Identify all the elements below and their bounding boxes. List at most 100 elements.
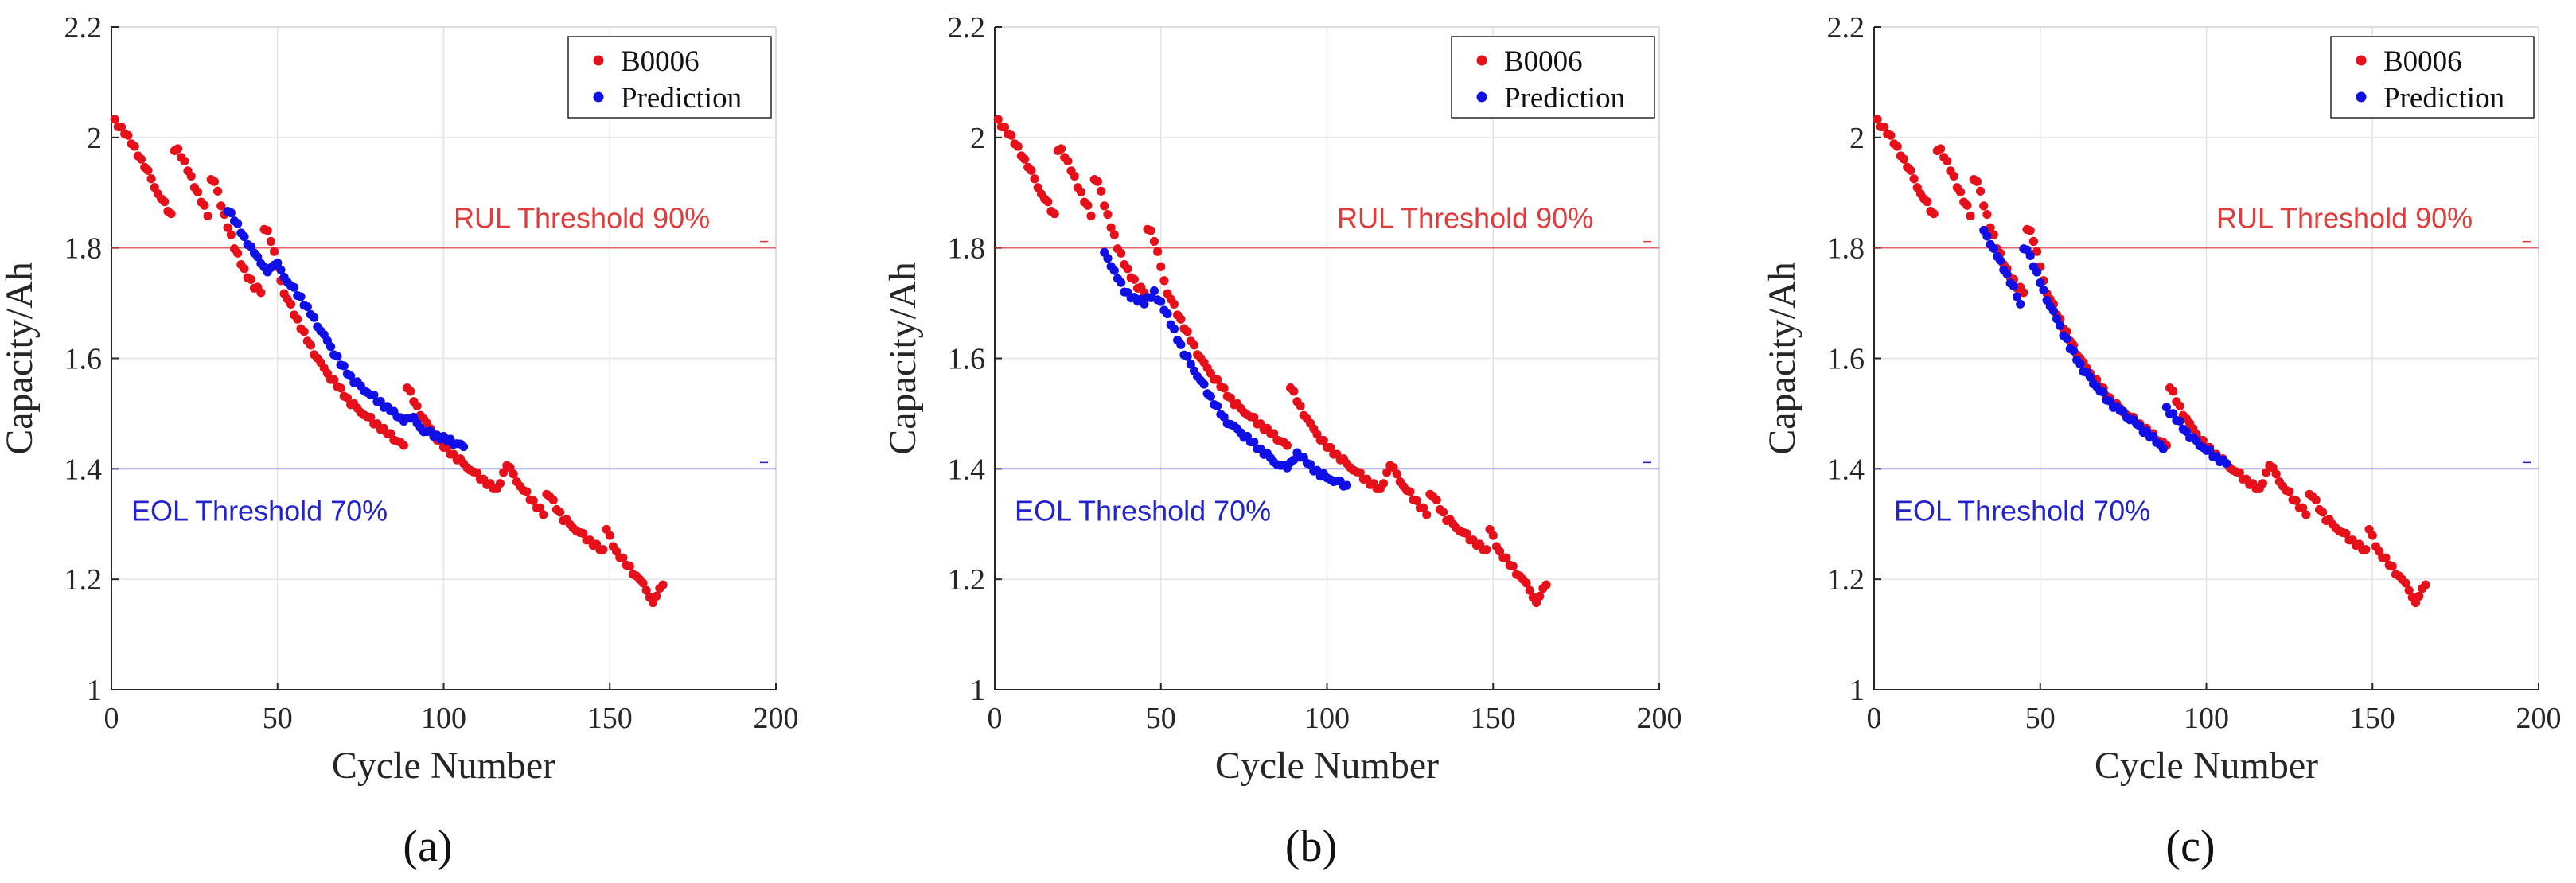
prediction-point — [2205, 445, 2215, 455]
b0006-point — [1382, 468, 1392, 477]
prediction-point — [2025, 251, 2035, 261]
b0006-point — [1000, 123, 1010, 132]
b0006-point — [605, 531, 614, 540]
rul-threshold-label: RUL Threshold 90% — [1337, 202, 1593, 235]
prediction-point — [333, 352, 342, 361]
y-tick-label: 1.2 — [948, 563, 986, 597]
b0006-point — [1378, 479, 1389, 488]
b0006-point — [1249, 412, 1259, 422]
b0006-point — [1146, 226, 1155, 235]
prediction-point — [1982, 231, 1992, 241]
b0006-point — [2404, 585, 2414, 595]
legend-prediction-marker — [593, 91, 604, 103]
b0006-point — [1929, 209, 1939, 219]
legend-b0006-label: B0006 — [621, 45, 700, 78]
prediction-point — [2169, 409, 2178, 418]
b0006-point — [406, 387, 415, 396]
prediction-point — [1199, 379, 1209, 389]
b0006-point — [1886, 130, 1896, 140]
b0006-point — [1219, 383, 1229, 393]
b0006-point — [1156, 262, 1166, 271]
b0006-point — [1909, 174, 1919, 184]
b0006-point — [1972, 177, 1982, 186]
prediction-point — [1156, 297, 1166, 306]
prediction-point — [233, 219, 243, 228]
y-axis-title: Capacity/Ah — [0, 262, 41, 455]
legend-box — [2330, 36, 2535, 119]
b0006-point — [1169, 299, 1179, 309]
b0006-point — [1159, 276, 1169, 286]
prediction-point — [1140, 299, 1149, 309]
b0006-point — [1269, 429, 1279, 438]
b0006-point — [2341, 528, 2351, 539]
b0006-point — [2414, 591, 2424, 601]
b0006-point — [173, 144, 183, 154]
b0006-point — [1502, 553, 1511, 562]
legend-b0006-marker — [593, 55, 604, 66]
eol-threshold-label: EOL Threshold 70% — [131, 494, 388, 527]
prediction-point — [2158, 444, 2168, 453]
legend-prediction-label: Prediction — [1504, 82, 1625, 115]
prediction-point — [1249, 437, 1259, 447]
legend: B0006 Prediction — [2330, 36, 2535, 119]
prediction-point — [226, 208, 236, 218]
prediction-point — [2002, 269, 2012, 279]
prediction-point — [346, 371, 356, 381]
rul-threshold-label: RUL Threshold 90% — [454, 202, 710, 235]
x-tick-label: 0 — [104, 702, 119, 735]
b0006-point — [1226, 393, 1236, 403]
series-b0006 — [1873, 115, 2430, 608]
b0006-point — [1103, 209, 1113, 220]
y-tick-label: 2.2 — [1827, 11, 1865, 45]
b0006-point — [1030, 174, 1039, 184]
b0006-point — [652, 591, 661, 601]
chart-panel-1: 0 50 100 150 200 1 1.2 1.4 1.6 1.8 2 2.2 RUL Thresho… — [0, 11, 799, 871]
prediction-point — [310, 313, 319, 322]
b0006-point — [2271, 469, 2281, 479]
prediction-point — [369, 390, 379, 400]
b0006-point — [2291, 496, 2301, 505]
y-tick-label: 1.4 — [948, 453, 986, 486]
b0006-point — [535, 503, 545, 512]
b0006-point — [180, 156, 189, 166]
b0006-point — [1319, 436, 1328, 445]
prediction-point — [458, 442, 469, 452]
b0006-point — [1282, 441, 1292, 450]
legend-b0006-marker — [2356, 55, 2367, 66]
b0006-point — [1935, 144, 1946, 154]
b0006-point — [1106, 223, 1116, 232]
y-tick-label: 1.6 — [1827, 343, 1865, 376]
b0006-point — [1097, 186, 1106, 196]
b0006-point — [1355, 468, 1365, 477]
b0006-point — [1043, 197, 1053, 207]
y-tick-label: 1.2 — [64, 563, 103, 597]
prediction-point — [1149, 286, 1159, 296]
x-tick-label: 50 — [2025, 702, 2056, 735]
b0006-point — [1289, 387, 1299, 396]
b0006-point — [442, 442, 452, 453]
b0006-point — [233, 248, 243, 258]
legend-prediction-label: Prediction — [621, 82, 742, 115]
b0006-point — [110, 115, 119, 124]
b0006-point — [1086, 211, 1096, 221]
y-tick-label: 1.2 — [1827, 563, 1865, 597]
prediction-point — [1186, 360, 1195, 369]
panel-label: (b) — [1285, 822, 1337, 871]
rul-threshold-label: RUL Threshold 90% — [2216, 202, 2473, 235]
chart-panel-3: 0 50 100 150 200 1 1.2 1.4 1.6 1.8 2 2.2 RUL Thresho… — [1761, 11, 2562, 871]
b0006-point — [2311, 495, 2321, 505]
legend: B0006 Prediction — [1451, 36, 1655, 119]
series-prediction — [1100, 247, 1352, 491]
b0006-point — [1326, 442, 1335, 453]
legend-prediction-marker — [1476, 91, 1487, 103]
prediction-point — [2032, 267, 2042, 277]
x-axis-title: Cycle Number — [332, 745, 555, 787]
b0006-point — [1873, 115, 1882, 124]
legend-b0006-label: B0006 — [2383, 45, 2462, 78]
y-tick-label: 2.2 — [64, 11, 103, 45]
b0006-point — [1083, 200, 1093, 210]
b0006-point — [1027, 165, 1036, 175]
prediction-point — [1176, 340, 1186, 349]
y-tick-label: 1.6 — [948, 343, 986, 376]
